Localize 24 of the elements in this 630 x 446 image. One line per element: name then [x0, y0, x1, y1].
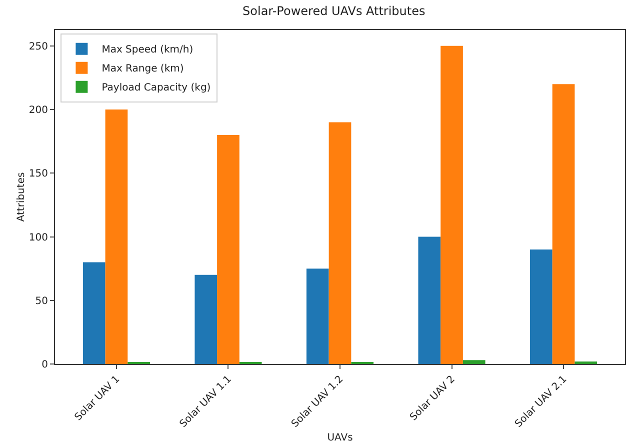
bar	[440, 46, 463, 364]
bar	[530, 249, 552, 364]
y-tick-label: 200	[28, 105, 48, 116]
y-tick-label: 150	[28, 168, 48, 180]
y-tick-label: 250	[28, 41, 48, 52]
y-axis-title: Attributes	[16, 172, 27, 222]
bar	[418, 236, 441, 364]
legend-label: Max Speed (km/h)	[102, 44, 194, 56]
bar	[462, 360, 486, 364]
bar	[306, 268, 329, 364]
legend-label: Max Range (km)	[102, 64, 184, 75]
bar	[328, 122, 352, 364]
x-axis-title: UAVs	[327, 432, 353, 444]
bar	[82, 262, 106, 364]
y-tick-label: 50	[35, 296, 48, 307]
y-tick-label: 100	[28, 232, 48, 244]
bar	[217, 134, 240, 364]
legend-label: Payload Capacity (kg)	[102, 82, 211, 94]
bar	[552, 84, 575, 364]
bar	[105, 110, 128, 364]
chart-title: Solar-Powered UAVs Attributes	[242, 4, 426, 18]
y-tick-label: 0	[42, 360, 48, 370]
bar	[574, 361, 598, 364]
bar	[194, 274, 218, 364]
